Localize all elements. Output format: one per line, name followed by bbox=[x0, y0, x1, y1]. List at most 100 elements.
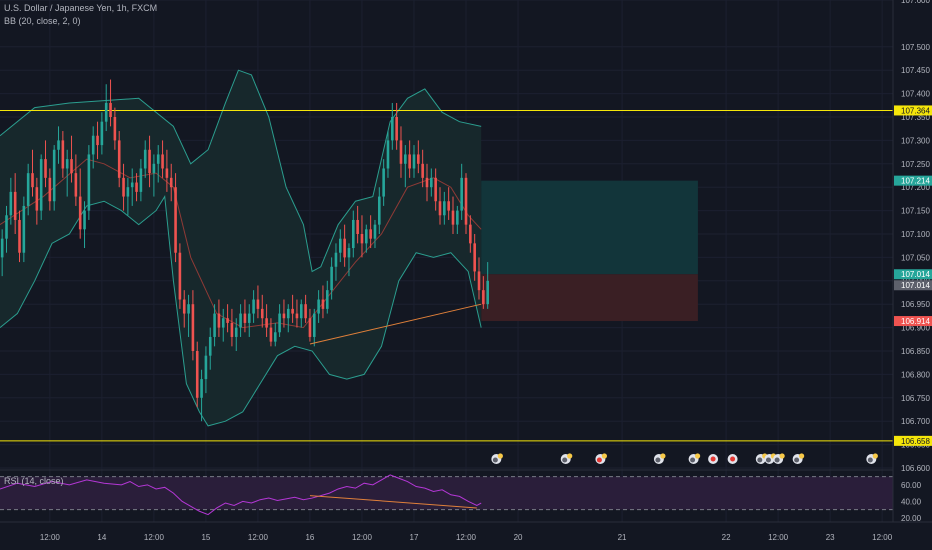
time-tick-label: 12:00 bbox=[352, 533, 373, 542]
time-tick-label: 17 bbox=[410, 533, 419, 542]
candle-body bbox=[443, 201, 446, 216]
price-tick-label: 107.200 bbox=[901, 183, 930, 192]
price-trendline bbox=[309, 303, 482, 345]
candle-body bbox=[91, 135, 95, 155]
price-label: 107.014 bbox=[901, 281, 930, 290]
price-label-bg bbox=[894, 105, 932, 116]
time-axis[interactable]: 12:00 14 12:00 15 12:00 16 12:00 17 12:00 20 21 22 1… bbox=[40, 533, 893, 542]
candle-body bbox=[408, 154, 411, 169]
candle-body bbox=[447, 201, 450, 211]
price-tick-label: 107.300 bbox=[901, 136, 930, 145]
time-tick-label: 12:00 bbox=[144, 533, 165, 542]
candle-body bbox=[100, 121, 104, 146]
candle-body bbox=[412, 154, 416, 169]
candle-body bbox=[312, 313, 316, 337]
candle-body bbox=[208, 336, 212, 356]
candle-body bbox=[230, 322, 234, 337]
time-tick-label: 16 bbox=[305, 533, 314, 542]
event-marker-flag bbox=[794, 457, 800, 463]
candle-body bbox=[260, 308, 264, 319]
candle-body bbox=[221, 318, 225, 328]
candle-body bbox=[252, 299, 255, 314]
candle-body bbox=[0, 238, 4, 258]
candle-body bbox=[382, 168, 385, 197]
candle-body bbox=[295, 313, 299, 319]
rsi-tick-label: 40.00 bbox=[901, 497, 922, 506]
candle-body bbox=[256, 299, 260, 309]
candle-body bbox=[451, 210, 455, 225]
candle-body bbox=[243, 313, 247, 323]
candle-body bbox=[438, 201, 442, 216]
candle-body bbox=[5, 215, 8, 239]
time-tick-label: 21 bbox=[618, 533, 627, 542]
rsi-legend: RSI (14, close) bbox=[4, 476, 64, 486]
candle-body bbox=[373, 224, 377, 239]
candle-body bbox=[169, 177, 173, 188]
event-marker-badge bbox=[567, 453, 573, 459]
price-label-bg bbox=[894, 269, 932, 280]
candle-body bbox=[87, 154, 91, 211]
candle-body bbox=[308, 318, 312, 337]
rsi-pane bbox=[0, 474, 893, 516]
candle-body bbox=[464, 177, 468, 225]
candle-body bbox=[334, 252, 338, 267]
candle-body bbox=[135, 182, 138, 192]
candle-body bbox=[44, 159, 47, 178]
candle-body bbox=[52, 149, 56, 202]
candle-body bbox=[74, 173, 78, 197]
price-label: 107.014 bbox=[901, 270, 930, 279]
candle-body bbox=[395, 117, 398, 141]
price-tick-label: 107.250 bbox=[901, 160, 930, 169]
price-axis-labels: 107.364 107.214 107.014 107.014 106.914 106.6… bbox=[894, 105, 932, 446]
candle-body bbox=[126, 187, 130, 197]
event-marker-flag bbox=[867, 457, 873, 463]
trendline[interactable] bbox=[309, 303, 482, 345]
candle-body bbox=[338, 238, 342, 253]
rsi-line bbox=[0, 474, 482, 516]
candle-body bbox=[356, 219, 359, 234]
candle-body bbox=[421, 163, 424, 178]
candle-body bbox=[165, 168, 169, 178]
rsi-trendline bbox=[309, 495, 477, 509]
candle-body bbox=[18, 219, 21, 253]
candle-body bbox=[13, 191, 17, 220]
price-tick-label: 107.050 bbox=[901, 253, 930, 262]
candle-body bbox=[317, 299, 320, 314]
price-tick-label: 107.350 bbox=[901, 113, 930, 122]
candle-body bbox=[152, 163, 156, 174]
candle-body bbox=[282, 313, 286, 319]
price-tick-label: 107.150 bbox=[901, 207, 930, 216]
candle-body bbox=[477, 271, 481, 291]
candle-body bbox=[391, 117, 394, 141]
price-axis[interactable]: 107.600107.500107.450107.400107.350107.3… bbox=[901, 0, 930, 473]
candle-body bbox=[286, 308, 290, 319]
event-markers[interactable] bbox=[491, 453, 878, 464]
candle-body bbox=[482, 290, 485, 305]
rsi-axis[interactable]: 60.00 40.00 20.00 bbox=[901, 481, 922, 523]
candle-body bbox=[321, 299, 325, 309]
time-tick-label: 12:00 bbox=[40, 533, 61, 542]
candle-body bbox=[273, 332, 277, 342]
event-marker-badge bbox=[694, 453, 701, 459]
profit-zone bbox=[481, 180, 698, 275]
event-marker-badge bbox=[497, 453, 503, 459]
candle-body bbox=[456, 210, 459, 225]
candle-body bbox=[178, 252, 182, 300]
candle-body bbox=[143, 149, 147, 169]
event-marker-badge bbox=[779, 453, 785, 459]
horizontal-levels[interactable] bbox=[0, 109, 893, 442]
price-tick-label: 106.750 bbox=[901, 394, 930, 403]
candle-body bbox=[187, 304, 190, 314]
event-marker-flag bbox=[492, 457, 498, 463]
candle-body bbox=[304, 304, 307, 319]
candle-body bbox=[360, 234, 364, 244]
candle-body bbox=[83, 210, 86, 230]
candle-body bbox=[369, 229, 372, 239]
price-label: 107.214 bbox=[901, 177, 930, 186]
event-marker-badge bbox=[872, 453, 878, 459]
candle-body bbox=[217, 313, 221, 328]
event-marker-badge bbox=[660, 453, 666, 459]
candle-body bbox=[57, 140, 60, 150]
candle-body bbox=[130, 182, 134, 188]
